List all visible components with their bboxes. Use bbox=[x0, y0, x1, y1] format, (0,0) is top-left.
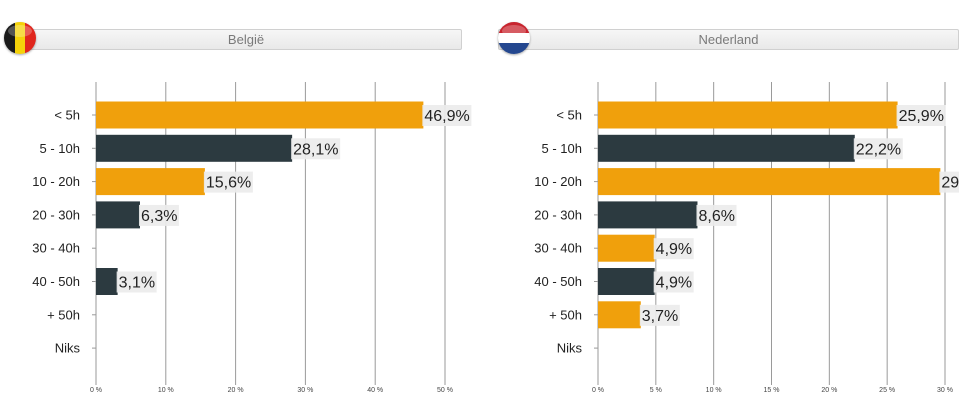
data-label: 6,3% bbox=[141, 208, 177, 225]
belgium-flag-icon bbox=[4, 22, 36, 54]
chart-title: Nederland bbox=[698, 32, 759, 47]
data-label: 46,9% bbox=[424, 108, 469, 125]
data-label: 22,2% bbox=[856, 141, 901, 158]
category-label: Niks bbox=[557, 341, 583, 356]
chart-title-bar: België bbox=[30, 29, 462, 50]
x-tick-label: 0 % bbox=[90, 387, 102, 394]
data-label: 3,7% bbox=[642, 308, 678, 325]
data-label: 4,9% bbox=[656, 275, 692, 292]
netherlands-flag-icon bbox=[498, 22, 530, 54]
x-tick-label: 30 % bbox=[937, 387, 953, 394]
category-label: 20 - 30h bbox=[32, 207, 80, 222]
data-label-bg bbox=[939, 171, 959, 193]
bar bbox=[96, 268, 118, 295]
bar bbox=[598, 201, 698, 229]
bar bbox=[96, 134, 293, 162]
category-label: 40 - 50h bbox=[32, 274, 80, 289]
data-label-bg bbox=[853, 138, 903, 160]
category-label: 5 - 10h bbox=[542, 141, 582, 156]
data-label: 28,1% bbox=[293, 141, 338, 158]
category-label: 40 - 50h bbox=[534, 274, 582, 289]
data-label-bg bbox=[639, 304, 680, 326]
chart-panel-netherlands: Nederland 0 % 5 % 10 % 15 % 20 % 25 % 30 % < 5h… bbox=[480, 0, 959, 409]
data-label: 29,6% bbox=[941, 175, 959, 192]
x-tick-label: 40 % bbox=[367, 387, 383, 394]
bar bbox=[598, 134, 855, 162]
data-label: 3,1% bbox=[119, 275, 155, 292]
x-tick-label: 15 % bbox=[764, 387, 780, 394]
bar bbox=[96, 168, 205, 196]
x-tick-label: 30 % bbox=[297, 387, 313, 394]
x-tick-label: 20 % bbox=[228, 387, 244, 394]
category-label: 10 - 20h bbox=[32, 174, 80, 189]
category-label: + 50h bbox=[47, 307, 80, 322]
category-label: 20 - 30h bbox=[534, 207, 582, 222]
bar bbox=[598, 168, 941, 196]
x-tick-label: 50 % bbox=[437, 387, 453, 394]
data-label-bg bbox=[203, 171, 253, 193]
chart-title: België bbox=[227, 32, 265, 47]
data-label-bg bbox=[291, 138, 341, 160]
bar-chart-belgium: 0 % 10 % 20 % 30 % 40 % 50 % < 5h 5 - 10h 10 - 2… bbox=[32, 82, 472, 394]
data-label-bg bbox=[138, 204, 179, 226]
bar bbox=[598, 301, 641, 329]
category-label: 30 - 40h bbox=[32, 241, 80, 256]
bar bbox=[598, 234, 655, 262]
category-label: < 5h bbox=[556, 108, 582, 123]
x-tick-label: 25 % bbox=[879, 387, 895, 394]
bar bbox=[96, 201, 140, 229]
data-label: 15,6% bbox=[206, 175, 251, 192]
data-label-bg bbox=[116, 271, 157, 293]
category-label: 30 - 40h bbox=[534, 241, 582, 256]
category-label: 10 - 20h bbox=[534, 174, 582, 189]
bar bbox=[96, 101, 424, 129]
data-label: 4,9% bbox=[656, 241, 692, 258]
data-label-bg bbox=[653, 271, 694, 293]
x-tick-label: 10 % bbox=[706, 387, 722, 394]
x-tick-label: 5 % bbox=[650, 387, 662, 394]
x-tick-label: 10 % bbox=[158, 387, 174, 394]
category-label: Niks bbox=[55, 341, 81, 356]
x-tick-label: 0 % bbox=[592, 387, 604, 394]
category-label: + 50h bbox=[549, 307, 582, 322]
x-tick-label: 20 % bbox=[821, 387, 837, 394]
data-label-bg bbox=[422, 105, 472, 126]
category-label: < 5h bbox=[54, 108, 80, 123]
data-label-bg bbox=[653, 238, 694, 260]
bar bbox=[598, 101, 898, 129]
bar bbox=[598, 268, 655, 295]
category-label: 5 - 10h bbox=[40, 141, 80, 156]
data-label: 8,6% bbox=[698, 208, 734, 225]
bar-chart-netherlands: 0 % 5 % 10 % 15 % 20 % 25 % 30 % < 5h 5 - 10h 10 … bbox=[534, 82, 959, 394]
chart-panel-belgium: België 0 % 10 % 20 % 30 % 40 % 50 % < 5h 5 - 10… bbox=[0, 0, 472, 409]
data-label-bg bbox=[896, 105, 946, 126]
data-label: 25,9% bbox=[899, 108, 944, 125]
data-label-bg bbox=[696, 204, 737, 226]
